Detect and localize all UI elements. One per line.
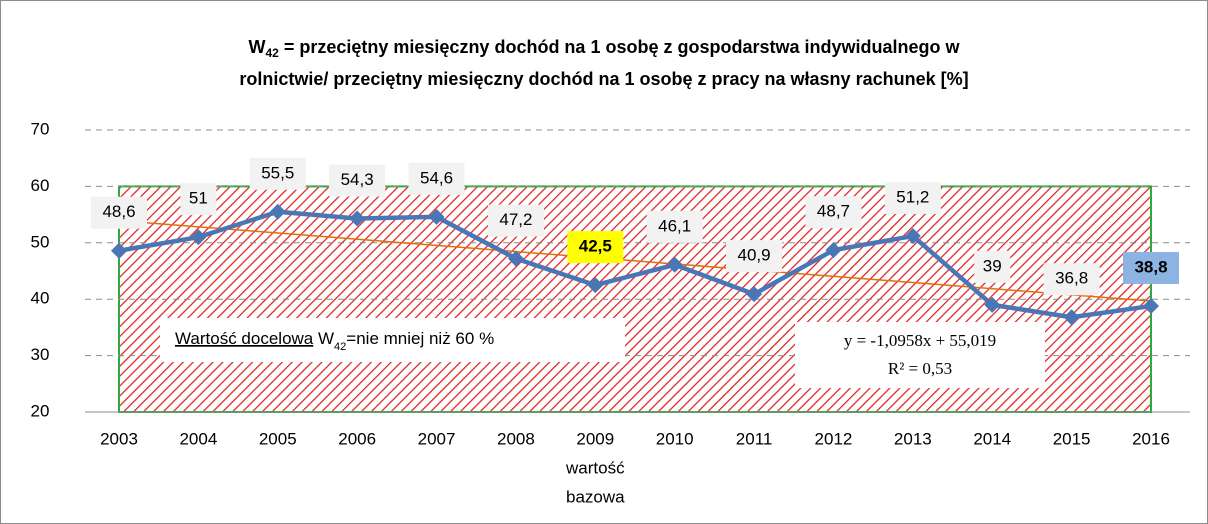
data-label-box bbox=[567, 231, 624, 264]
data-label-box bbox=[329, 164, 386, 197]
data-label: 48,6 bbox=[102, 202, 135, 221]
target-label: Wartość docelowa W42=nie mniej niż 60 % bbox=[175, 329, 494, 352]
x-tick-label: 2005 bbox=[259, 429, 297, 448]
x-tick-label: 2013 bbox=[894, 429, 932, 448]
chart-title: W42 = przeciętny miesięczny dochód na 1 … bbox=[248, 37, 960, 60]
x-tick-label: 2010 bbox=[656, 429, 694, 448]
x-tick-label: 2014 bbox=[973, 429, 1011, 448]
marker bbox=[507, 250, 524, 267]
marker bbox=[1063, 309, 1080, 326]
x-tick-label: 2007 bbox=[418, 429, 456, 448]
data-label: 54,6 bbox=[420, 168, 453, 187]
x-tick-label: 2009 bbox=[576, 429, 614, 448]
x-tick-label: 2003 bbox=[100, 429, 138, 448]
y-tick-label: 20 bbox=[31, 401, 50, 420]
target-label-part: W bbox=[313, 329, 334, 348]
y-tick-label: 60 bbox=[31, 176, 50, 195]
data-label: 47,2 bbox=[499, 210, 532, 229]
x-tick-note: bazowa bbox=[566, 487, 625, 506]
marker bbox=[190, 229, 207, 246]
y-tick-label: 30 bbox=[31, 345, 50, 364]
target-label-part: =nie mniej niż 60 % bbox=[346, 329, 494, 348]
marker bbox=[904, 228, 921, 245]
data-label: 46,1 bbox=[658, 216, 691, 235]
data-label-box bbox=[408, 162, 465, 195]
data-label: 42,5 bbox=[579, 237, 612, 256]
data-label-box bbox=[180, 183, 217, 216]
y-tick-label: 40 bbox=[31, 289, 50, 308]
target-label-part: Wartość docelowa bbox=[175, 329, 314, 348]
marker bbox=[746, 286, 763, 303]
annotation-box bbox=[160, 318, 625, 362]
y-tick-label: 50 bbox=[31, 232, 50, 251]
chart-title: rolnictwie/ przeciętny miesięczny dochód… bbox=[239, 69, 968, 89]
marker bbox=[587, 277, 604, 294]
target-label-part: 42 bbox=[334, 341, 346, 353]
data-label: 39 bbox=[983, 256, 1002, 275]
data-label: 51 bbox=[189, 189, 208, 208]
y-tick-label: 70 bbox=[31, 119, 50, 138]
data-label: 54,3 bbox=[341, 170, 374, 189]
series-line bbox=[118, 209, 1152, 320]
marker bbox=[349, 210, 366, 227]
data-label-box bbox=[487, 204, 544, 237]
marker bbox=[825, 242, 842, 259]
x-tick-label: 2012 bbox=[815, 429, 853, 448]
marker bbox=[111, 242, 127, 259]
x-tick-note: wartość bbox=[565, 458, 625, 477]
marker bbox=[428, 208, 445, 225]
data-label-box bbox=[974, 250, 1011, 283]
data-label: 38,8 bbox=[1134, 257, 1167, 276]
data-label-box bbox=[805, 196, 862, 229]
data-label-box bbox=[646, 210, 703, 243]
marker bbox=[1143, 297, 1159, 314]
marker bbox=[666, 256, 683, 273]
data-label: 36,8 bbox=[1055, 269, 1088, 288]
data-label: 51,2 bbox=[896, 188, 929, 207]
x-tick-label: 2015 bbox=[1053, 429, 1091, 448]
trend-equation: y = -1,0958x + 55,019 bbox=[844, 331, 996, 350]
data-label: 40,9 bbox=[738, 246, 771, 265]
x-tick-label: 2011 bbox=[736, 429, 773, 448]
marker bbox=[269, 203, 286, 220]
x-tick-label: 2006 bbox=[338, 429, 376, 448]
trendline bbox=[118, 219, 1152, 302]
data-label-box bbox=[249, 157, 306, 190]
marker bbox=[984, 296, 1001, 313]
data-label-box bbox=[884, 182, 941, 215]
x-tick-label: 2004 bbox=[179, 429, 217, 448]
data-label-box bbox=[1123, 251, 1179, 284]
data-label-box bbox=[1043, 263, 1100, 296]
trend-r2: R² = 0,53 bbox=[888, 359, 952, 378]
equation-box bbox=[795, 322, 1045, 388]
x-tick-label: 2008 bbox=[497, 429, 535, 448]
data-label: 55,5 bbox=[261, 163, 294, 182]
data-label-box bbox=[91, 196, 147, 229]
data-label-box bbox=[726, 240, 783, 273]
x-tick-label: 2016 bbox=[1132, 429, 1170, 448]
data-label: 48,7 bbox=[817, 202, 850, 221]
